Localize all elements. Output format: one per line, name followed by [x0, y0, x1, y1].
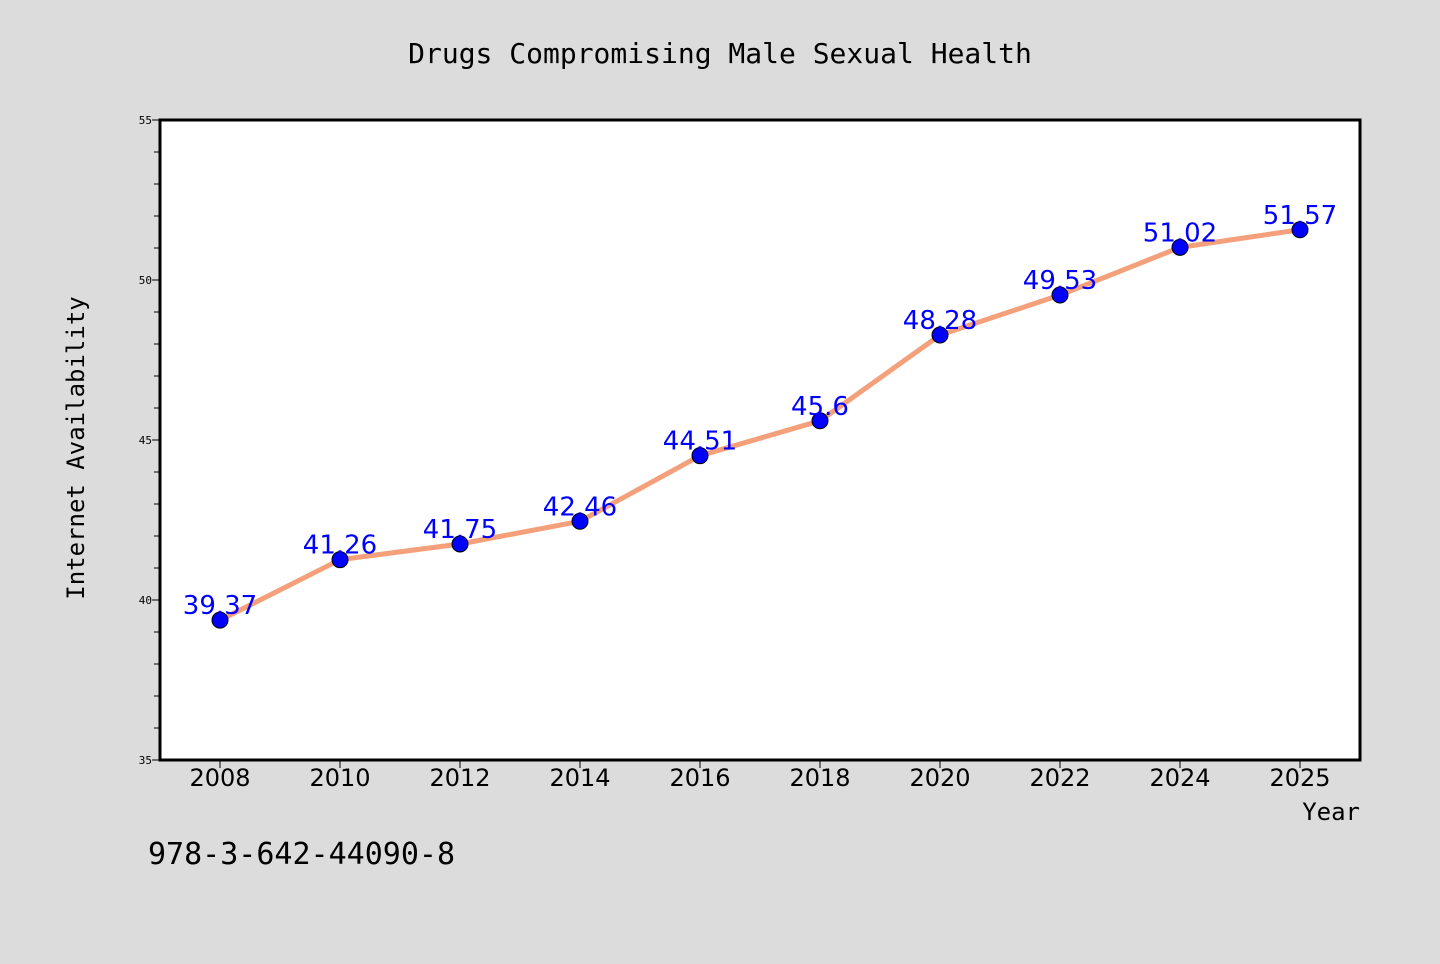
y-tick-label: 45 — [139, 434, 152, 447]
footer-code: 978-3-642-44090-8 — [148, 837, 455, 872]
chart-title: Drugs Compromising Male Sexual Health — [408, 37, 1032, 70]
data-label: 41.26 — [303, 531, 377, 561]
data-label: 42.46 — [543, 492, 617, 522]
x-tick-label: 2025 — [1269, 764, 1330, 792]
data-label: 44.51 — [663, 427, 737, 457]
data-point — [1171, 238, 1189, 256]
data-point — [931, 326, 949, 344]
data-point — [211, 611, 229, 629]
x-tick-label: 2014 — [549, 764, 610, 792]
x-tick-label: 2008 — [189, 764, 250, 792]
data-label: 41.75 — [423, 515, 497, 545]
data-label: 49.53 — [1023, 266, 1097, 296]
x-tick-label: 2024 — [1149, 764, 1210, 792]
x-tick-label: 2010 — [309, 764, 370, 792]
y-tick-label: 40 — [139, 594, 152, 607]
y-axis-label: Internet Availability — [62, 296, 90, 599]
data-point — [1051, 286, 1069, 304]
data-point — [1291, 221, 1309, 239]
data-point — [331, 551, 349, 569]
data-point — [571, 512, 589, 530]
data-label: 39.37 — [183, 591, 257, 621]
data-point — [691, 447, 709, 465]
series-line — [217, 227, 1303, 623]
data-label: 51.02 — [1143, 218, 1217, 248]
x-axis-label: Year — [1302, 798, 1360, 826]
x-axis-ticks: 2008 2010 2012 2014 2016 2018 2020 2022 2024 2025 — [189, 760, 1331, 792]
data-label: 45.6 — [791, 392, 849, 422]
x-tick-label: 2018 — [789, 764, 850, 792]
data-label: 51.57 — [1263, 201, 1337, 231]
data-label: 48.28 — [903, 306, 977, 336]
x-tick-label: 2012 — [429, 764, 490, 792]
data-point — [451, 535, 469, 553]
series-layer: 39.37 41.26 41.75 42.46 44.51 45.6 48.28 49.53 5… — [183, 201, 1337, 629]
x-tick-label: 2020 — [909, 764, 970, 792]
y-tick-label: 35 — [139, 754, 152, 767]
data-point — [811, 412, 829, 430]
y-tick-label: 55 — [139, 114, 152, 127]
y-axis-ticks: 35 40 45 50 55 — [139, 114, 160, 767]
x-tick-label: 2016 — [669, 764, 730, 792]
y-tick-label: 50 — [139, 274, 152, 287]
x-tick-label: 2022 — [1029, 764, 1090, 792]
